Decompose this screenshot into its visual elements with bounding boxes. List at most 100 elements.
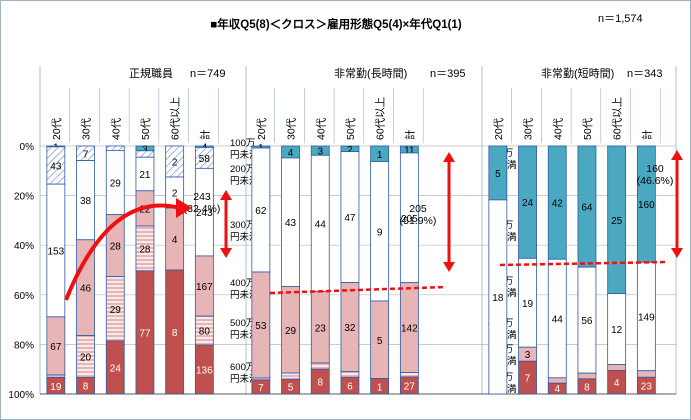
data-label: 7 (258, 383, 264, 394)
data-label: 12 (611, 325, 623, 336)
data-label: 29 (110, 305, 122, 316)
segment-label: 200万 (230, 164, 255, 175)
data-label: 23 (641, 382, 653, 393)
data-label: 32 (344, 323, 356, 334)
data-label: 58 (199, 154, 211, 165)
bar-segment (135, 270, 155, 395)
category-label: 20代 (51, 117, 63, 140)
red-double-arrow-head (671, 248, 683, 258)
category-label: 60代以上 (612, 97, 624, 140)
bar-segment (194, 344, 214, 395)
data-label: 160 (638, 200, 655, 211)
segment-label: 400万 (230, 278, 255, 289)
group-n: n＝749 (190, 68, 225, 80)
y-tick-label: 100% (8, 390, 34, 401)
bar-segment (340, 371, 360, 378)
annotation-text: 205 (409, 203, 427, 215)
bar-segment (577, 372, 597, 380)
data-label: 28 (139, 244, 151, 255)
segment-label: 300万 (230, 220, 255, 231)
bar-segment (636, 376, 656, 395)
data-label: 19 (50, 382, 62, 393)
data-label: 62 (255, 206, 267, 217)
data-label: 8 (584, 382, 590, 393)
bar-segment (399, 376, 419, 395)
bar-segment (310, 368, 330, 395)
data-label: 24 (110, 363, 122, 374)
data-label: 2 (172, 158, 178, 169)
data-label: 77 (139, 328, 151, 339)
category-label: 30代 (81, 117, 93, 140)
category-label: 60代以上 (170, 97, 182, 140)
data-label: 42 (552, 199, 564, 210)
data-label: 23 (315, 323, 327, 334)
bar-segment (281, 372, 300, 380)
red-curved-arrow-head (176, 198, 192, 218)
category-label: 計 (640, 129, 653, 140)
bar-segment (281, 378, 300, 395)
data-label: 142 (401, 324, 418, 335)
category-label: 30代 (286, 117, 298, 140)
data-label: 28 (110, 242, 122, 253)
bar-segment (370, 378, 390, 395)
bar-segment (310, 362, 330, 370)
data-label: 53 (255, 321, 267, 332)
category-label: 計 (403, 129, 416, 140)
data-label: 5 (288, 383, 294, 394)
bar-segment (46, 377, 66, 395)
data-label: 3 (525, 350, 531, 361)
data-label: 18 (492, 293, 504, 304)
bar-segment (636, 370, 656, 378)
y-tick-label: 0% (20, 142, 35, 153)
total-sample-size: n＝1,574 (598, 13, 643, 25)
segment-label: 100万 (230, 138, 255, 149)
data-label: 6 (347, 382, 353, 393)
bar-segment (488, 199, 508, 395)
group-n: n＝343 (627, 68, 662, 80)
bar-segment (105, 145, 125, 151)
data-label: 3 (142, 144, 148, 155)
data-label: 4 (614, 378, 620, 389)
data-label: 1 (377, 150, 383, 161)
category-label: 60代以上 (375, 97, 387, 140)
bar-segment (76, 376, 95, 395)
chart-title: ■年収Q5(8)＜クロス＞雇用形態Q5(4)×年代Q1(1) (210, 17, 462, 31)
bar-segment (105, 340, 125, 395)
category-label: 40代 (110, 117, 122, 140)
data-label: 11 (404, 145, 415, 156)
y-tick-label: 20% (14, 192, 34, 203)
data-label: 136 (196, 365, 213, 376)
bar-segment (547, 377, 567, 384)
data-label: 43 (285, 218, 297, 229)
data-label: 46 (80, 284, 92, 295)
data-label: 44 (315, 220, 327, 231)
category-label: 20代 (256, 117, 268, 140)
group-n: n＝395 (430, 68, 465, 80)
data-label: 19 (522, 299, 534, 310)
bar-segment (547, 382, 567, 395)
data-label: 8 (172, 328, 178, 339)
red-double-arrow-head (220, 190, 232, 200)
category-label: 計 (198, 129, 211, 140)
data-label: 8 (317, 378, 323, 389)
data-label: 9 (377, 227, 383, 238)
segment-label: 600万 (230, 362, 255, 373)
bar-segment (251, 379, 271, 395)
group-name: 正規職員 (129, 66, 173, 80)
data-label: 56 (581, 316, 593, 327)
data-label: 38 (80, 196, 92, 207)
data-label: 25 (611, 216, 623, 227)
annotation-text: (51.9%) (400, 215, 437, 227)
bar-segment (165, 269, 185, 395)
data-label: 27 (404, 381, 416, 392)
bar-segment (607, 364, 627, 371)
group-name: 非常勤(短時間) (541, 66, 614, 80)
data-label: 29 (285, 326, 297, 337)
annotation-text: 243 (193, 191, 211, 203)
bar-segment (340, 376, 360, 395)
bar-segment (399, 372, 419, 378)
category-label: 50代 (582, 117, 594, 140)
category-label: 20代 (493, 117, 505, 140)
bar-segment (577, 378, 597, 395)
